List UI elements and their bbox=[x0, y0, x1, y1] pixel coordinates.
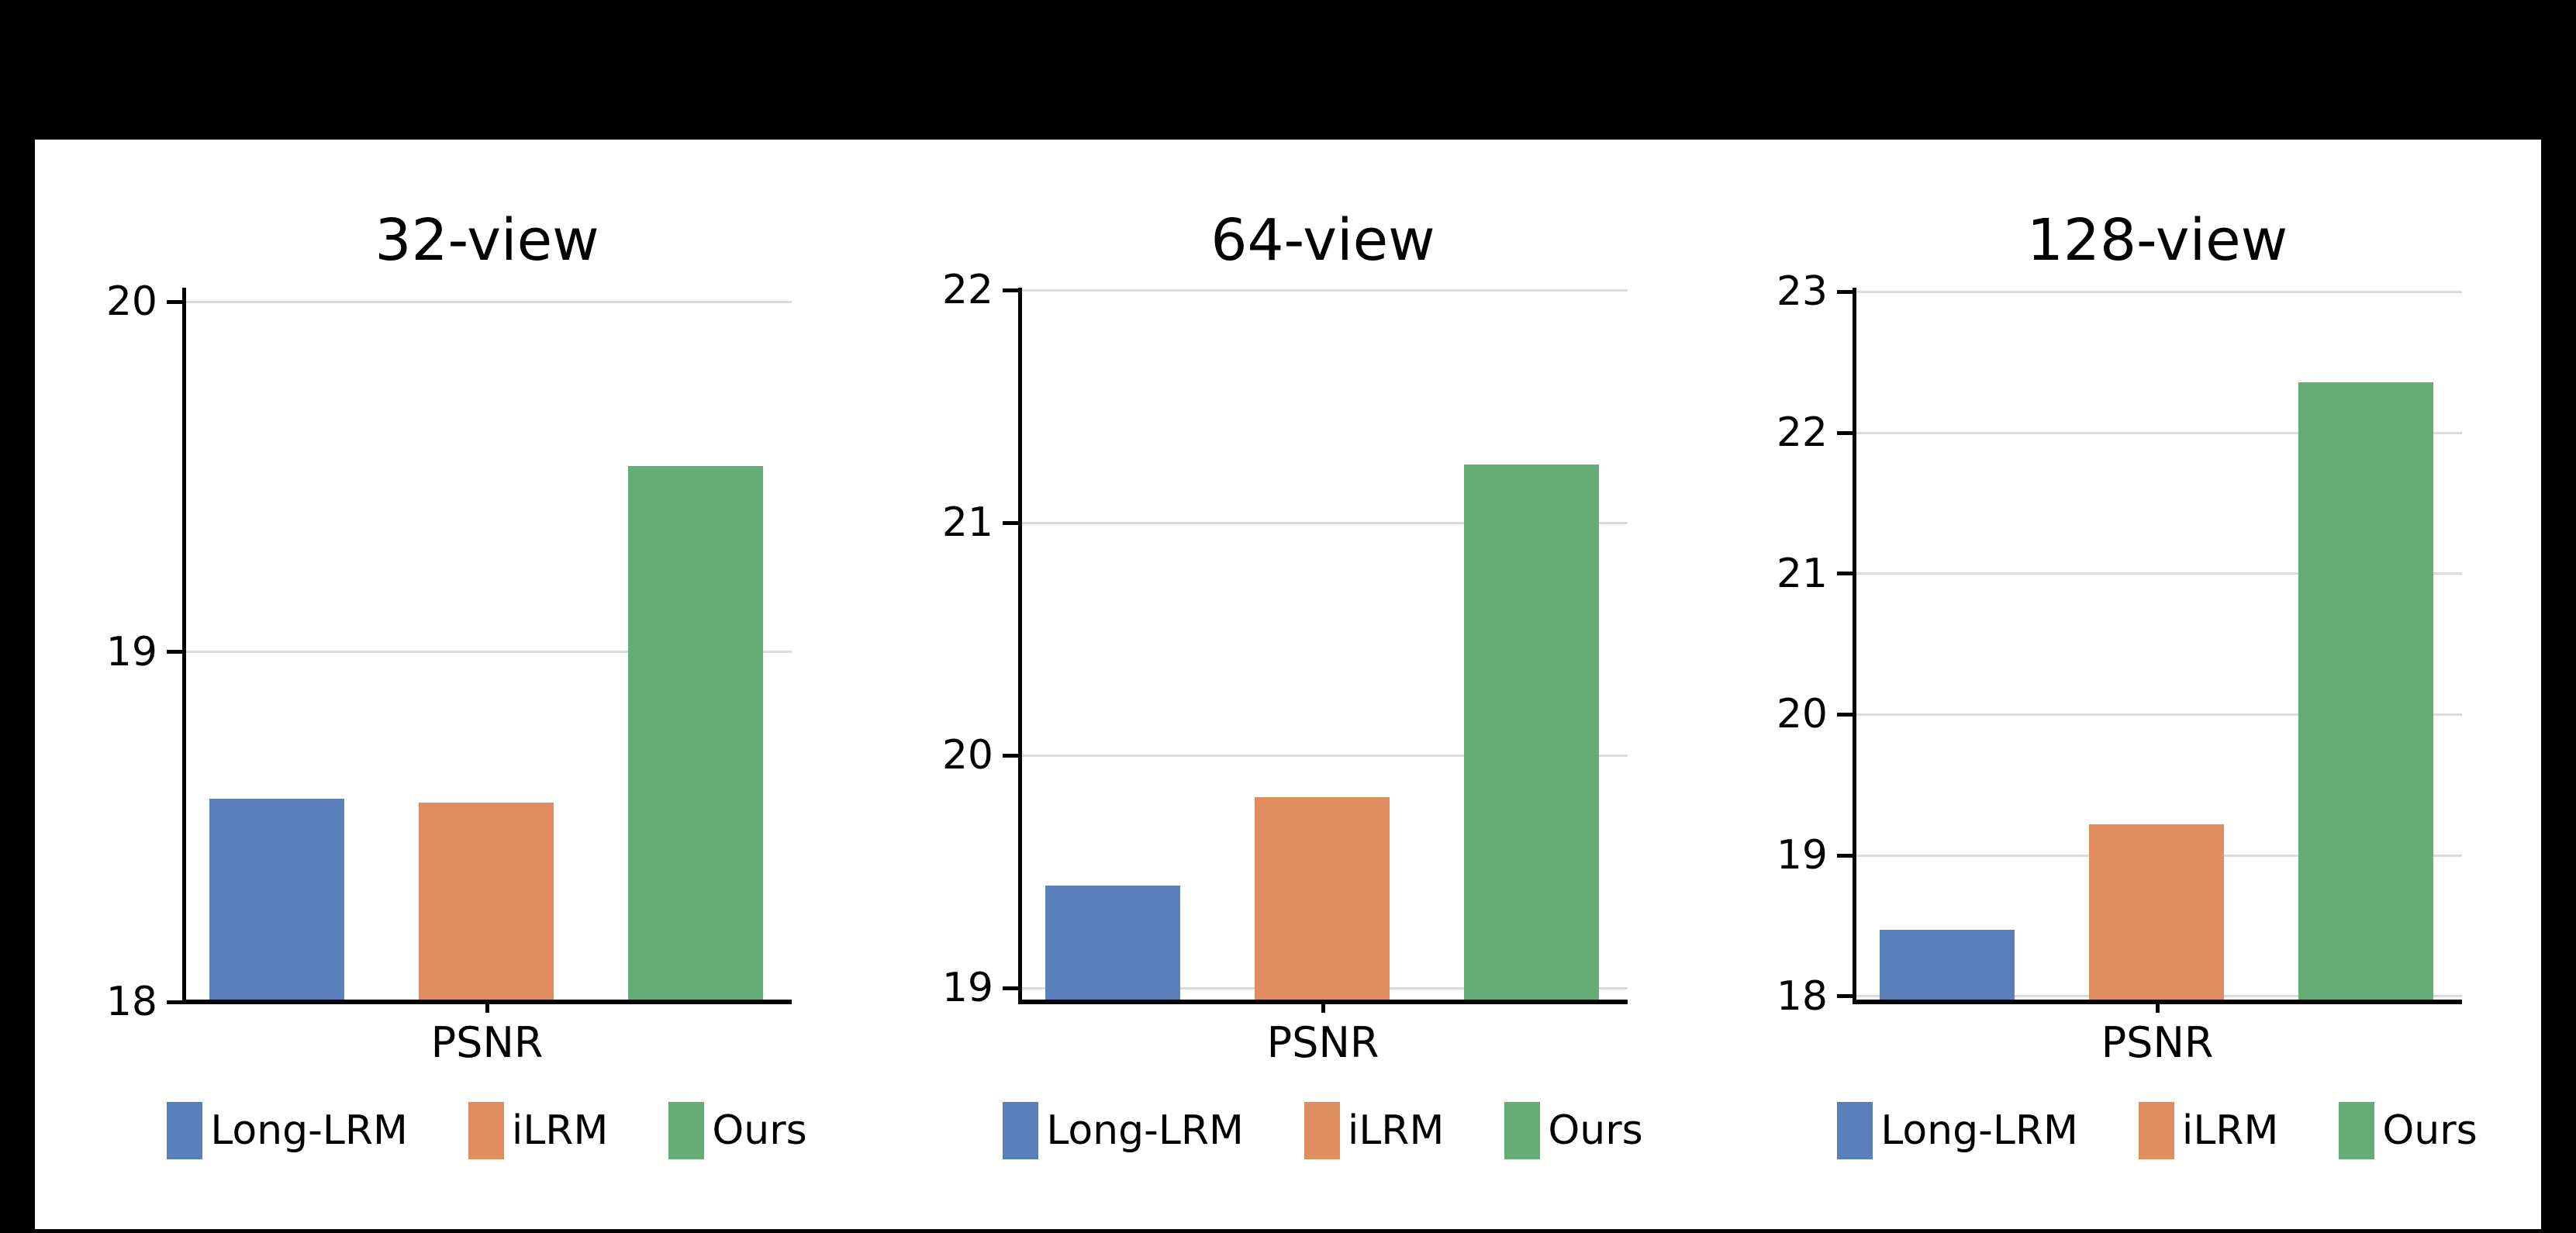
bottom-spine bbox=[1853, 1000, 2462, 1004]
bottom-spine bbox=[182, 1000, 792, 1004]
y-axis-tick-label: 20 bbox=[105, 278, 157, 326]
bar-ilrm bbox=[1255, 797, 1390, 1002]
x-tick-label-psnr: PSNR bbox=[430, 1018, 544, 1067]
bar-ours bbox=[628, 466, 763, 1002]
legend-item: Ours bbox=[2339, 1102, 2478, 1159]
gridline bbox=[1018, 521, 1628, 524]
left-spine bbox=[182, 288, 186, 1004]
y-axis-tick bbox=[1837, 994, 1853, 999]
legend-item: Ours bbox=[1504, 1102, 1643, 1159]
left-spine bbox=[1018, 288, 1022, 1004]
bar-ilrm bbox=[419, 802, 554, 1002]
legend-swatch-ilrm bbox=[468, 1102, 504, 1159]
gridline bbox=[1018, 754, 1628, 757]
y-axis-tick bbox=[1837, 430, 1853, 435]
left-spine bbox=[1853, 288, 1856, 1004]
bar-ours bbox=[2298, 382, 2433, 1002]
legend-label: Ours bbox=[1548, 1107, 1643, 1154]
y-axis-tick bbox=[1837, 289, 1853, 294]
y-axis-tick bbox=[1003, 753, 1018, 758]
chart-title: 128-view bbox=[2026, 207, 2288, 274]
y-axis-tick-label: 19 bbox=[105, 628, 157, 675]
y-axis-tick-label: 22 bbox=[1776, 409, 1828, 457]
legend-label: iLRM bbox=[511, 1107, 609, 1154]
legend: Long-LRM iLRM Ours bbox=[896, 1100, 1749, 1162]
gridline bbox=[182, 651, 792, 654]
legend-swatch-ilrm bbox=[1304, 1102, 1340, 1159]
subplot-128-view: 128-view 18 19 20 21 22 23 PSNR Long-LRM iLRM… bbox=[35, 140, 2541, 1229]
legend-swatch-ours bbox=[2339, 1102, 2375, 1159]
figure-panel: 32-view 18 19 20 PSNR Long-LRM iLRM Ours 6… bbox=[35, 140, 2541, 1229]
legend: Long-LRM iLRM Ours bbox=[60, 1100, 913, 1162]
x-axis-tick bbox=[2155, 1003, 2160, 1013]
subplot-32-view: 32-view 18 19 20 PSNR Long-LRM iLRM Ours bbox=[35, 140, 2541, 1229]
gridline bbox=[1853, 290, 2462, 293]
legend-label: iLRM bbox=[2181, 1107, 2279, 1154]
y-axis-tick-label: 21 bbox=[941, 499, 993, 546]
chart-title: 32-view bbox=[375, 207, 599, 274]
y-axis-tick bbox=[1003, 986, 1018, 990]
gridline bbox=[1018, 986, 1628, 990]
gridline bbox=[182, 1000, 792, 1003]
y-axis-tick-label: 22 bbox=[941, 267, 993, 313]
bar-ilrm bbox=[2089, 824, 2224, 1002]
y-axis-tick bbox=[1837, 572, 1853, 576]
y-axis-tick-label: 19 bbox=[1776, 832, 1828, 879]
legend-item: Long-LRM bbox=[167, 1102, 408, 1159]
bar-long-lrm bbox=[1880, 930, 2015, 1002]
gridline bbox=[1853, 713, 2462, 716]
legend-item: iLRM bbox=[2138, 1102, 2279, 1159]
y-axis-tick bbox=[1003, 520, 1018, 525]
legend-item: iLRM bbox=[1304, 1102, 1444, 1159]
chart-title: 64-view bbox=[1210, 207, 1435, 274]
legend-item: iLRM bbox=[468, 1102, 608, 1159]
gridline bbox=[1853, 572, 2462, 575]
y-axis-tick bbox=[167, 299, 182, 304]
legend-label: Long-LRM bbox=[210, 1107, 408, 1154]
y-axis-tick bbox=[167, 1000, 182, 1004]
y-axis-tick-label: 21 bbox=[1776, 550, 1828, 597]
legend-label: Ours bbox=[712, 1107, 807, 1154]
y-axis-tick-label: 19 bbox=[941, 965, 993, 1011]
gridline bbox=[182, 300, 792, 303]
bottom-spine bbox=[1018, 1000, 1628, 1004]
gridline bbox=[1853, 854, 2462, 857]
y-axis-tick-label: 18 bbox=[1776, 972, 1828, 1020]
x-axis-tick bbox=[485, 1003, 489, 1013]
gridline bbox=[1018, 288, 1628, 292]
legend-label: iLRM bbox=[1347, 1107, 1445, 1154]
y-axis-tick-label: 20 bbox=[941, 732, 993, 779]
y-axis-tick bbox=[167, 650, 182, 654]
y-axis-tick-label: 20 bbox=[1776, 691, 1828, 738]
legend-swatch-long-lrm bbox=[1837, 1102, 1873, 1159]
legend-swatch-ours bbox=[668, 1102, 705, 1159]
legend-label: Long-LRM bbox=[1880, 1107, 2078, 1154]
gridline bbox=[1853, 995, 2462, 998]
legend: Long-LRM iLRM Ours bbox=[1731, 1100, 2576, 1162]
legend-swatch-ours bbox=[1504, 1102, 1541, 1159]
legend-swatch-long-lrm bbox=[1003, 1102, 1039, 1159]
legend-label: Ours bbox=[2382, 1107, 2478, 1154]
bar-long-lrm bbox=[1045, 886, 1180, 1002]
y-axis-tick bbox=[1837, 712, 1853, 717]
bar-long-lrm bbox=[209, 799, 344, 1002]
x-tick-label-psnr: PSNR bbox=[1266, 1018, 1380, 1067]
y-axis-tick bbox=[1003, 288, 1018, 292]
legend-item: Long-LRM bbox=[1003, 1102, 1244, 1159]
x-tick-label-psnr: PSNR bbox=[2101, 1018, 2214, 1067]
gridline bbox=[1853, 431, 2462, 434]
y-axis-tick bbox=[1837, 853, 1853, 858]
legend-swatch-long-lrm bbox=[167, 1102, 203, 1159]
subplot-64-view: 64-view 19 20 21 22 PSNR Long-LRM iLRM Ours bbox=[35, 140, 2541, 1229]
x-axis-tick bbox=[1321, 1003, 1325, 1013]
legend-item: Long-LRM bbox=[1837, 1102, 2078, 1159]
legend-swatch-ilrm bbox=[2138, 1102, 2174, 1159]
y-axis-tick-label: 23 bbox=[1776, 268, 1828, 316]
legend-item: Ours bbox=[668, 1102, 807, 1159]
legend-label: Long-LRM bbox=[1046, 1107, 1244, 1154]
bar-ours bbox=[1464, 465, 1599, 1002]
y-axis-tick-label: 18 bbox=[105, 979, 157, 1025]
